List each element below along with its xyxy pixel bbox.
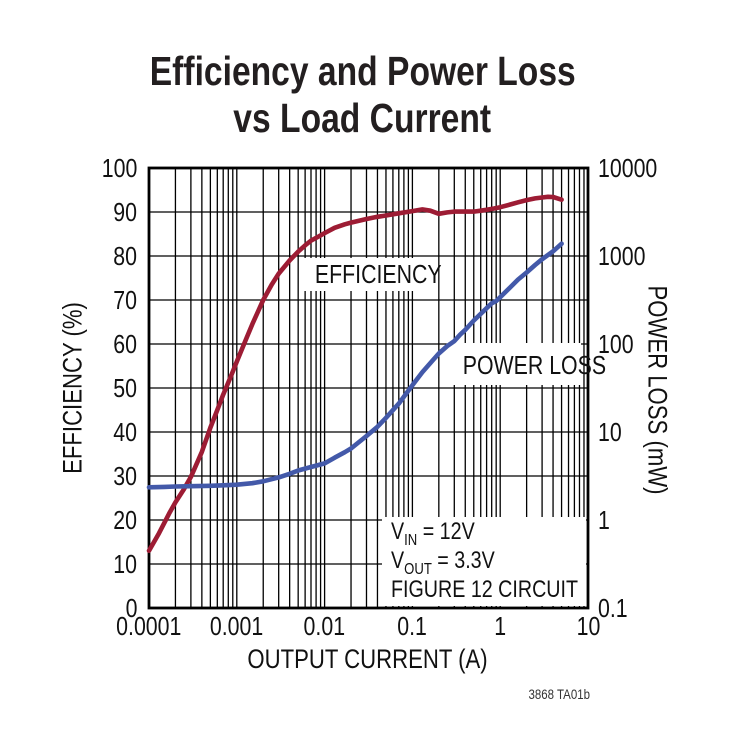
y-left-tick-label: 0 — [125, 593, 137, 623]
y-right-tick-label: 1000 — [598, 241, 646, 271]
y-right-tick-label: 0.1 — [598, 593, 628, 623]
y-left-tick-label: 60 — [113, 329, 137, 359]
x-tick-label: 0.001 — [210, 611, 264, 641]
figure-credit: 3868 TA01b — [528, 686, 591, 702]
power-loss-curve — [146, 241, 564, 490]
chart-title: Efficiency and Power Loss vs Load Curren… — [0, 48, 725, 142]
y-right-tick-label: 10000 — [598, 153, 658, 183]
efficiency-curve — [146, 194, 564, 554]
x-tick-label: 0.01 — [303, 611, 346, 641]
y-left-tick-label: 30 — [113, 461, 137, 491]
y-right-tick-label: 100 — [598, 329, 634, 359]
x-axis-title: OUTPUT CURRENT (A) — [247, 644, 489, 674]
plot-border — [147, 166, 590, 610]
conditions-annotation: VIN = 12V VOUT = 3.3V FIGURE 12 CIRCUIT — [382, 517, 586, 606]
y-left-tick-label: 50 — [113, 373, 137, 403]
x-tick-label: 10 — [576, 611, 600, 641]
y-left-tick-label: 20 — [113, 505, 137, 535]
y-left-tick-label: 90 — [113, 197, 137, 227]
power-loss-curve-label: POWER LOSS — [462, 350, 607, 380]
chart-title-line1: Efficiency and Power Loss — [149, 48, 576, 94]
x-tick-label: 1 — [494, 611, 507, 641]
annotation-circuit: FIGURE 12 CIRCUIT — [391, 576, 578, 603]
y-right-tick-label: 1 — [598, 505, 610, 535]
y-left-tick-label: 40 — [113, 417, 137, 447]
annotation-vout: VOUT = 3.3V — [391, 547, 495, 578]
y-right-tick-label: 10 — [598, 417, 622, 447]
y-left-tick-label: 70 — [113, 285, 137, 315]
label-masks — [301, 258, 586, 606]
y-left-tick-label: 80 — [113, 241, 137, 271]
y-left-tick-label: 10 — [113, 549, 137, 579]
x-tick-label: 0.1 — [397, 611, 428, 641]
annotation-vin: VIN = 12V — [391, 518, 475, 549]
y-left-tick-label: 100 — [101, 153, 137, 183]
efficiency-curve-label: EFFICIENCY — [314, 259, 442, 289]
x-tick-label: 0.0001 — [116, 611, 182, 641]
chart-title-line2: vs Load Current — [233, 95, 492, 141]
